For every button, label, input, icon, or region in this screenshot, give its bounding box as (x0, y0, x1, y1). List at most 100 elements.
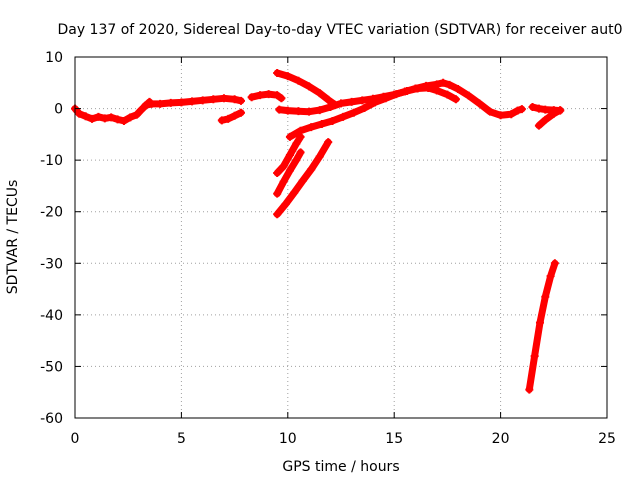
data-point (285, 132, 294, 141)
data-point (381, 94, 390, 103)
data-point (107, 113, 116, 122)
data-point (528, 103, 537, 112)
series-arc-4 (247, 90, 286, 103)
data-point (402, 87, 411, 96)
data-point (315, 152, 324, 161)
data-point (290, 188, 299, 197)
data-point (292, 139, 301, 148)
data-point (534, 121, 543, 130)
data-point (525, 385, 534, 394)
data-point (273, 68, 282, 77)
data-point (273, 169, 282, 178)
series-line (525, 259, 559, 394)
data-point (307, 123, 316, 132)
data-point (392, 90, 401, 99)
data-point (360, 104, 369, 113)
data-layer (71, 68, 565, 394)
x-tick-label: 20 (492, 431, 510, 447)
data-point (279, 177, 288, 186)
data-point (454, 84, 463, 93)
x-tick-label: 15 (385, 431, 403, 447)
data-point (283, 106, 292, 115)
data-point (413, 84, 422, 93)
data-point (94, 112, 103, 121)
chart-title: Day 137 of 2020, Sidereal Day-to-day VTE… (57, 22, 622, 38)
series-arc-10 (273, 138, 333, 219)
series-arc-2 (141, 94, 245, 110)
data-point (279, 162, 288, 171)
data-point (324, 138, 333, 147)
data-point (136, 106, 145, 115)
data-point (273, 91, 282, 100)
data-point (485, 107, 494, 116)
data-point (113, 115, 122, 124)
data-point (236, 108, 245, 117)
data-point (305, 107, 314, 116)
data-point (443, 90, 452, 99)
data-point (475, 99, 484, 108)
x-tick-label: 0 (71, 431, 80, 447)
data-point (177, 98, 186, 107)
data-point (513, 106, 522, 115)
data-point (432, 86, 441, 95)
data-point (247, 93, 256, 102)
data-point (285, 166, 294, 175)
data-point (81, 112, 90, 121)
y-tick-label: -50 (40, 359, 63, 375)
data-point (464, 91, 473, 100)
data-point (141, 101, 150, 110)
data-point (256, 91, 265, 100)
data-point (147, 99, 156, 108)
data-point (451, 95, 460, 104)
series-arc-3 (217, 108, 245, 125)
data-point (75, 109, 84, 118)
data-point (275, 105, 284, 114)
y-tick-label: -20 (40, 205, 63, 221)
data-point (326, 103, 335, 112)
data-point (339, 112, 348, 121)
data-point (209, 95, 218, 104)
y-tick-label: -10 (40, 153, 63, 169)
data-point (315, 106, 324, 115)
data-point (281, 199, 290, 208)
data-point (217, 116, 226, 125)
data-point (517, 105, 526, 114)
data-point (445, 80, 454, 89)
series-arc-12 (534, 106, 565, 130)
data-point (315, 89, 324, 98)
plot-frame (74, 56, 608, 419)
data-point (264, 90, 273, 99)
x-tick-label: 10 (279, 431, 297, 447)
data-point (507, 110, 516, 119)
data-point (549, 109, 558, 118)
data-point (546, 272, 555, 281)
data-point (298, 176, 307, 185)
grid (75, 57, 607, 418)
y-tick-label: -60 (40, 411, 63, 427)
data-point (307, 165, 316, 174)
data-point (156, 99, 165, 108)
data-point (556, 106, 565, 115)
data-point (324, 95, 333, 104)
data-point (347, 97, 356, 106)
data-point (198, 96, 207, 105)
data-point (439, 78, 448, 87)
data-point (294, 76, 303, 85)
data-point (230, 95, 239, 104)
series-arc-1 (71, 97, 154, 125)
series-arc-5 (273, 68, 339, 109)
data-point (535, 318, 544, 327)
data-point (534, 104, 543, 113)
data-point (230, 111, 239, 120)
data-point (236, 96, 245, 105)
series-line (535, 106, 564, 130)
series-arc-13 (525, 259, 559, 394)
data-point (88, 114, 97, 123)
data-point (188, 97, 197, 106)
data-point (550, 259, 559, 268)
series-arc-7 (285, 83, 460, 141)
data-point (219, 94, 228, 103)
y-tick-label: -40 (40, 308, 63, 324)
data-point (292, 156, 301, 165)
